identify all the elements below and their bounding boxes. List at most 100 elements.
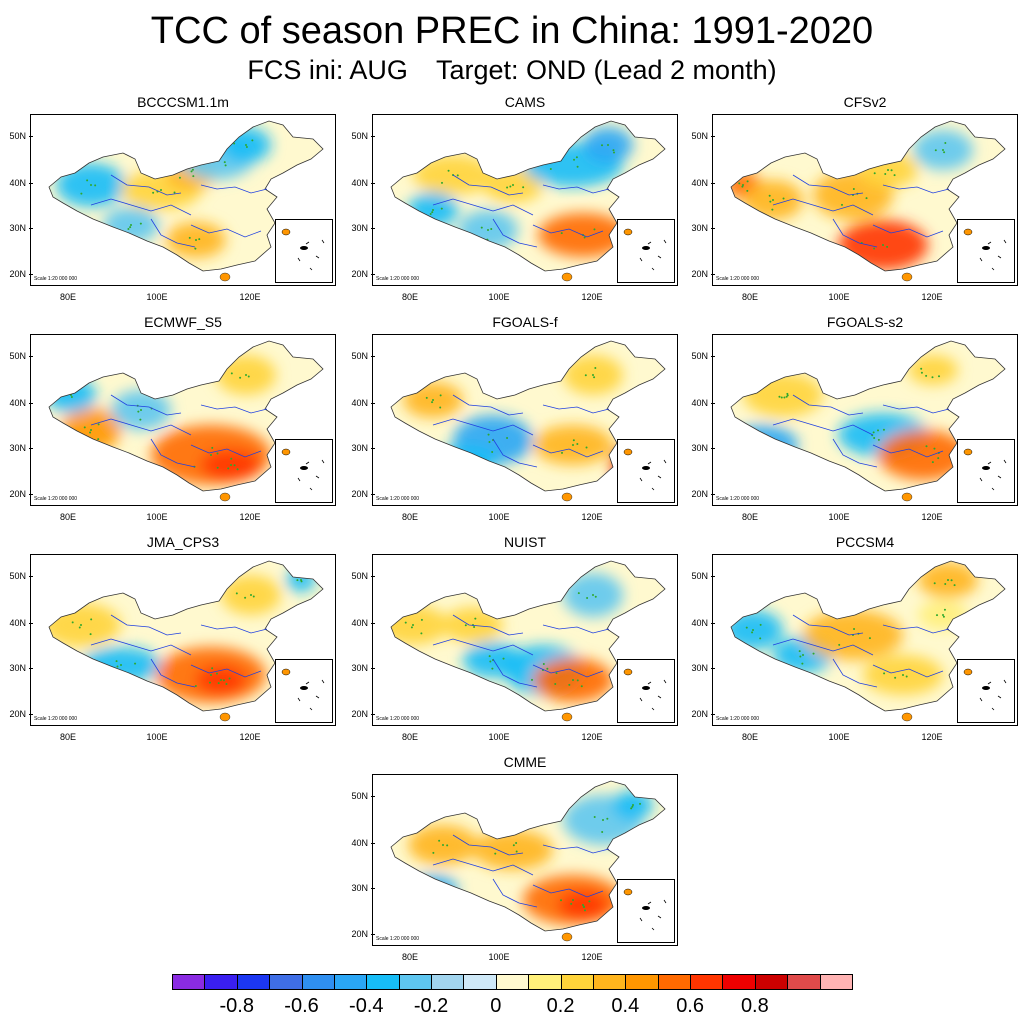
- significance-dot: [572, 899, 574, 901]
- lon-tick-label: 120E: [581, 512, 603, 522]
- lat-tick-label: 50N: [342, 791, 375, 801]
- lon-tick-label: 80E: [401, 732, 418, 742]
- significance-dot: [883, 672, 886, 675]
- significance-dot: [931, 376, 934, 379]
- river-line: [200, 184, 268, 194]
- significance-dot: [759, 623, 762, 626]
- river-line: [532, 664, 604, 678]
- significance-dot: [572, 444, 574, 446]
- significance-dot: [71, 387, 74, 390]
- significance-dot: [812, 652, 815, 655]
- lon-tick-label: 80E: [401, 292, 418, 302]
- map-frame: Scale 1:20 000 000: [372, 554, 678, 726]
- lon-tick-label: 80E: [741, 732, 758, 742]
- significance-dot: [594, 366, 597, 369]
- significance-dot: [577, 592, 580, 595]
- significance-dot: [251, 139, 254, 142]
- lat-tick-label: 40N: [682, 178, 715, 188]
- lat-tick-label: 40N: [342, 178, 375, 188]
- river-line: [110, 174, 182, 196]
- significance-dot: [873, 172, 876, 175]
- significance-dot: [245, 374, 247, 376]
- river-line: [452, 834, 524, 856]
- significance-dot: [453, 461, 456, 464]
- significance-dot: [432, 851, 435, 854]
- river-line: [90, 418, 192, 436]
- significance-dot: [512, 844, 515, 847]
- significance-dot: [752, 629, 754, 631]
- map-panel: FGOALS-f Scale 1:20 000 000 50N 40N 30N 20N 80…: [342, 314, 678, 522]
- significance-dot: [502, 657, 505, 660]
- significance-dot: [245, 146, 248, 149]
- river-line: [882, 184, 950, 194]
- significance-dot: [594, 595, 597, 598]
- significance-dot: [70, 396, 73, 399]
- significance-dot: [515, 841, 518, 844]
- colorbar-box: [172, 974, 206, 990]
- significance-dot: [410, 626, 413, 629]
- subtitle-init: FCS ini: AUG: [247, 55, 408, 85]
- country-border: [48, 560, 324, 712]
- lat-tick-label: 30N: [682, 663, 715, 673]
- map-frame: Scale 1:20 000 000: [30, 114, 336, 286]
- significance-dot: [404, 621, 407, 624]
- map-scale: Scale 1:20 000 000: [716, 496, 760, 502]
- significance-dot: [188, 236, 191, 239]
- significance-dot: [586, 597, 589, 600]
- panel-title: CFSv2: [843, 94, 887, 110]
- significance-dot: [464, 624, 467, 627]
- lon-tick-label: 120E: [239, 292, 261, 302]
- lat-tick-label: 30N: [342, 663, 375, 673]
- precip-map: [390, 780, 666, 942]
- lon-tick-label: 120E: [921, 512, 943, 522]
- river-line: [832, 438, 878, 468]
- river-line: [872, 664, 944, 678]
- significance-dot: [439, 394, 442, 397]
- lat-tick-label: 20N: [682, 709, 715, 719]
- colorbar-box: [625, 974, 659, 990]
- colorbar-box: [366, 974, 400, 990]
- significance-dot: [440, 207, 443, 210]
- significance-dot: [432, 209, 434, 211]
- significance-dot: [933, 447, 936, 450]
- colorbar-box: [431, 974, 465, 990]
- significance-dot: [936, 614, 939, 617]
- significance-dot: [250, 594, 252, 596]
- significance-dot: [865, 197, 868, 200]
- significance-dot: [480, 226, 483, 229]
- significance-dot: [920, 367, 923, 370]
- lon-tick-label: 120E: [581, 952, 603, 962]
- river-line: [542, 624, 610, 634]
- river-line: [200, 404, 268, 414]
- lon-tick-label: 80E: [741, 512, 758, 522]
- significance-dot: [127, 227, 130, 230]
- significance-dot: [130, 224, 132, 226]
- significance-dot: [549, 168, 552, 171]
- significance-dot: [192, 175, 195, 178]
- significance-dot: [778, 395, 781, 398]
- significance-dot: [593, 376, 596, 379]
- significance-dot: [953, 584, 956, 587]
- significance-dot: [223, 161, 226, 164]
- significance-dot: [140, 409, 142, 411]
- significance-dot: [762, 444, 764, 446]
- significance-dot: [506, 437, 509, 440]
- lat-tick-label: 20N: [342, 489, 375, 499]
- significance-dot: [560, 232, 563, 235]
- lon-tick-label: 120E: [921, 292, 943, 302]
- country-border: [390, 560, 666, 712]
- river-line: [432, 858, 534, 876]
- significance-dot: [420, 618, 423, 621]
- lat-tick-label: 50N: [0, 571, 33, 581]
- significance-dot: [97, 423, 100, 426]
- significance-dot: [427, 891, 430, 894]
- significance-dot: [772, 199, 774, 201]
- significance-dot: [631, 805, 634, 808]
- lat-tick-label: 30N: [0, 223, 33, 233]
- river-line: [432, 638, 534, 656]
- significance-dot: [612, 149, 615, 152]
- lat-tick-label: 40N: [682, 618, 715, 628]
- lat-tick-label: 50N: [0, 131, 33, 141]
- significance-dot: [205, 154, 208, 157]
- colorbar-box: [528, 974, 562, 990]
